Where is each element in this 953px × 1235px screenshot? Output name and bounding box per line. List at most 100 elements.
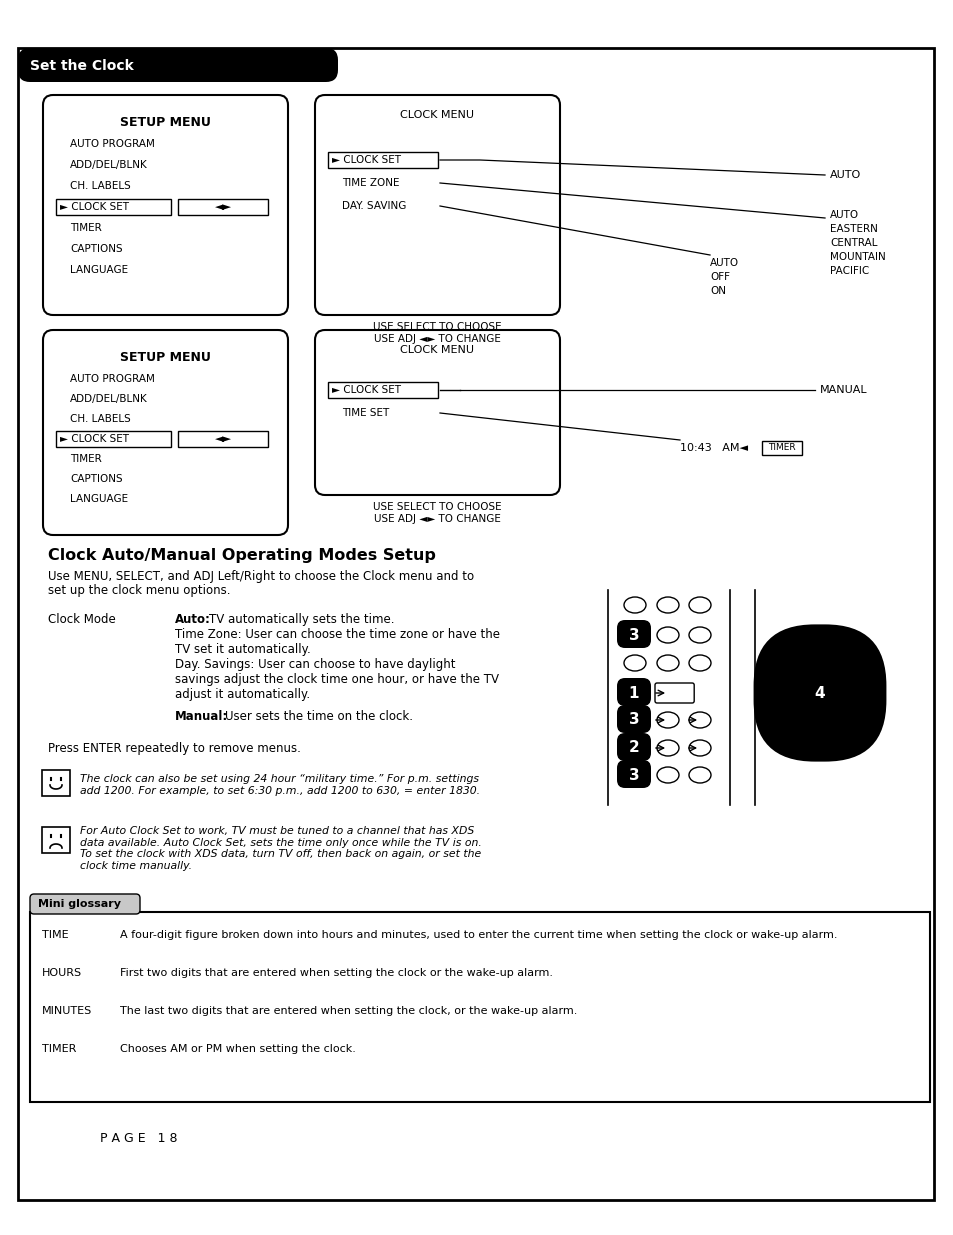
Ellipse shape (657, 740, 679, 756)
Text: A four-digit figure broken down into hours and minutes, used to enter the curren: A four-digit figure broken down into hou… (120, 930, 837, 940)
Bar (328, 382, 437, 398)
Text: TIME: TIME (42, 930, 69, 940)
Text: Day. Savings: User can choose to have daylight: Day. Savings: User can choose to have da… (174, 658, 455, 671)
Text: ◄►: ◄► (214, 433, 232, 445)
Text: TIMER: TIMER (70, 224, 102, 233)
FancyBboxPatch shape (617, 620, 650, 648)
Bar (761, 441, 801, 454)
Text: AUTO: AUTO (829, 170, 861, 180)
FancyBboxPatch shape (617, 760, 650, 788)
FancyBboxPatch shape (43, 330, 288, 535)
Text: Time Zone: User can choose the time zone or have the: Time Zone: User can choose the time zone… (174, 629, 499, 641)
Ellipse shape (688, 767, 710, 783)
Text: adjust it automatically.: adjust it automatically. (174, 688, 310, 701)
FancyBboxPatch shape (655, 683, 694, 703)
Ellipse shape (657, 627, 679, 643)
Text: TIMER: TIMER (767, 443, 795, 452)
Text: HOURS: HOURS (42, 968, 82, 978)
Text: Clock Auto/Manual Operating Modes Setup: Clock Auto/Manual Operating Modes Setup (48, 548, 436, 563)
FancyBboxPatch shape (18, 48, 933, 1200)
Text: The last two digits that are entered when setting the clock, or the wake-up alar: The last two digits that are entered whe… (120, 1007, 577, 1016)
FancyBboxPatch shape (30, 894, 140, 914)
Text: Auto:: Auto: (174, 613, 211, 626)
FancyBboxPatch shape (617, 678, 650, 706)
Text: First two digits that are entered when setting the clock or the wake-up alarm.: First two digits that are entered when s… (120, 968, 553, 978)
Text: For Auto Clock Set to work, TV must be tuned to a channel that has XDS
data avai: For Auto Clock Set to work, TV must be t… (80, 826, 481, 871)
Text: TIMER: TIMER (42, 1044, 76, 1053)
Text: ► CLOCK SET: ► CLOCK SET (332, 385, 400, 395)
Text: AUTO PROGRAM: AUTO PROGRAM (70, 374, 154, 384)
Ellipse shape (623, 713, 645, 727)
Text: MANUAL: MANUAL (820, 385, 866, 395)
Text: The clock can also be set using 24 hour “military time.” For p.m. settings
add 1: The clock can also be set using 24 hour … (80, 774, 479, 795)
Text: ADD/DEL/BLNK: ADD/DEL/BLNK (70, 394, 148, 404)
Text: ► CLOCK SET: ► CLOCK SET (60, 203, 129, 212)
Text: Set the Clock: Set the Clock (30, 59, 133, 73)
Text: CH. LABELS: CH. LABELS (70, 414, 131, 424)
Ellipse shape (657, 767, 679, 783)
Ellipse shape (623, 627, 645, 643)
Ellipse shape (623, 685, 645, 701)
Text: P A G E   1 8: P A G E 1 8 (100, 1132, 177, 1145)
Text: ◄►: ◄► (214, 203, 232, 212)
Text: Mini glossary: Mini glossary (38, 899, 121, 909)
Ellipse shape (688, 740, 710, 756)
Text: LANGUAGE: LANGUAGE (70, 266, 128, 275)
FancyBboxPatch shape (43, 95, 288, 315)
Text: User sets the time on the clock.: User sets the time on the clock. (225, 710, 413, 722)
Bar (178, 431, 268, 447)
Text: Clock Mode: Clock Mode (48, 613, 115, 626)
Text: CLOCK MENU: CLOCK MENU (400, 345, 474, 354)
Text: CH. LABELS: CH. LABELS (70, 182, 131, 191)
Text: USE SELECT TO CHOOSE
USE ADJ ◄► TO CHANGE: USE SELECT TO CHOOSE USE ADJ ◄► TO CHANG… (373, 501, 501, 524)
Text: Manual:: Manual: (174, 710, 228, 722)
Bar (42, 769, 70, 797)
Ellipse shape (623, 767, 645, 783)
Text: TIMER: TIMER (70, 454, 102, 464)
Bar (56, 431, 171, 447)
Text: 4: 4 (814, 685, 824, 700)
Text: 3: 3 (628, 713, 639, 727)
Text: LANGUAGE: LANGUAGE (70, 494, 128, 504)
Text: TV automatically sets the time.: TV automatically sets the time. (209, 613, 395, 626)
FancyBboxPatch shape (314, 95, 559, 315)
Bar (42, 827, 70, 853)
Text: 2: 2 (628, 741, 639, 756)
Text: set up the clock menu options.: set up the clock menu options. (48, 584, 231, 597)
Ellipse shape (688, 597, 710, 613)
Text: 10:43   AM◄: 10:43 AM◄ (679, 443, 747, 453)
Text: ► CLOCK SET: ► CLOCK SET (332, 156, 400, 165)
Bar (30, 911, 929, 1102)
Text: AUTO
OFF
ON: AUTO OFF ON (709, 258, 739, 296)
FancyBboxPatch shape (617, 734, 650, 761)
Text: 1: 1 (628, 685, 639, 700)
Ellipse shape (688, 655, 710, 671)
Bar (178, 199, 268, 215)
Text: AUTO PROGRAM: AUTO PROGRAM (70, 140, 154, 149)
Text: 3: 3 (628, 767, 639, 783)
Text: MINUTES: MINUTES (42, 1007, 92, 1016)
Ellipse shape (657, 655, 679, 671)
Text: AUTO
EASTERN
CENTRAL
MOUNTAIN
PACIFIC: AUTO EASTERN CENTRAL MOUNTAIN PACIFIC (829, 210, 884, 275)
Text: Use MENU, SELECT, and ADJ Left/Right to choose the Clock menu and to: Use MENU, SELECT, and ADJ Left/Right to … (48, 571, 474, 583)
Text: TIME ZONE: TIME ZONE (341, 178, 399, 188)
Text: Chooses AM or PM when setting the clock.: Chooses AM or PM when setting the clock. (120, 1044, 355, 1053)
Text: Press ENTER repeatedly to remove menus.: Press ENTER repeatedly to remove menus. (48, 742, 300, 755)
Text: ADD/DEL/BLNK: ADD/DEL/BLNK (70, 161, 148, 170)
Text: DAY. SAVING: DAY. SAVING (341, 201, 406, 211)
Text: ► CLOCK SET: ► CLOCK SET (60, 433, 129, 445)
Text: CLOCK MENU: CLOCK MENU (400, 110, 474, 120)
Ellipse shape (623, 655, 645, 671)
Bar (328, 152, 437, 168)
Ellipse shape (657, 713, 679, 727)
Text: USE SELECT TO CHOOSE
USE ADJ ◄► TO CHANGE: USE SELECT TO CHOOSE USE ADJ ◄► TO CHANG… (373, 322, 501, 343)
Ellipse shape (657, 597, 679, 613)
Text: SETUP MENU: SETUP MENU (120, 351, 211, 364)
Text: TIME SET: TIME SET (341, 408, 389, 417)
Bar (56, 199, 171, 215)
Text: SETUP MENU: SETUP MENU (120, 116, 211, 128)
Ellipse shape (623, 597, 645, 613)
Ellipse shape (688, 627, 710, 643)
Text: 3: 3 (628, 627, 639, 642)
Text: TV set it automatically.: TV set it automatically. (174, 643, 311, 656)
